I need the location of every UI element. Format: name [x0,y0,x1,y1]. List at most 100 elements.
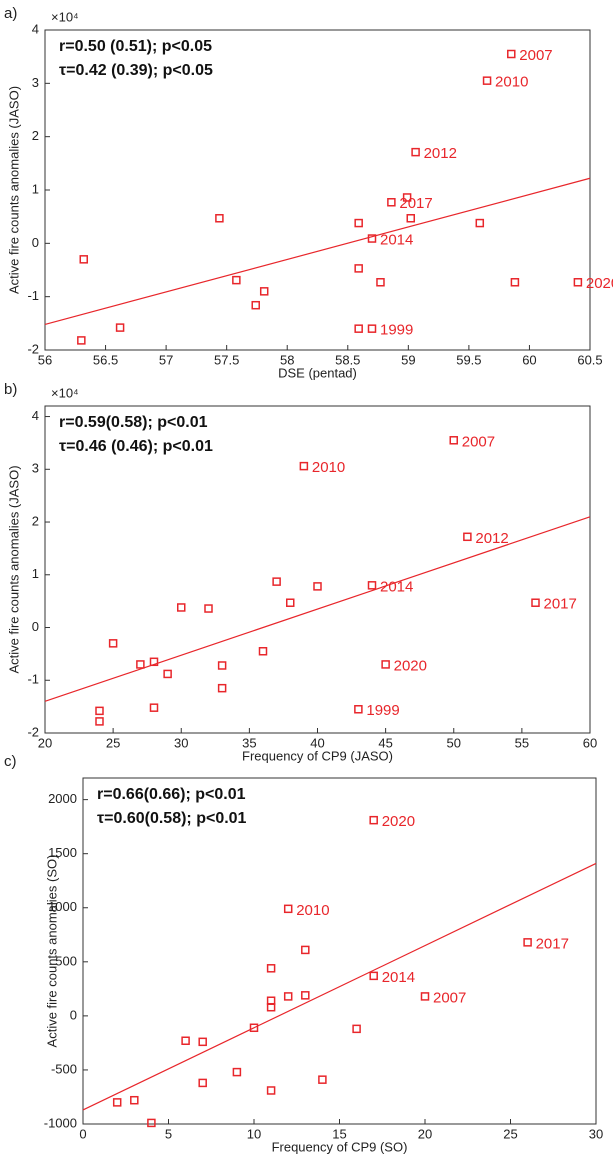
y-tick-label: -2 [27,341,39,356]
data-point [387,198,396,207]
data-point [77,336,86,345]
stat-text: τ=0.42 (0.39); p<0.05 [59,62,213,79]
x-tick-label: 59.5 [456,352,481,367]
data-point [259,287,269,296]
data-point [95,706,104,716]
x-tick-label: 45 [378,735,392,750]
x-tick-label: 60.5 [577,352,602,367]
y-tick-label: 2 [32,513,39,528]
fit-line [44,177,591,325]
x-axis-label: Frequency of CP9 (JASO) [242,748,393,763]
y-tick-label: 3 [32,75,39,90]
data-point [376,278,385,287]
data-point [381,660,390,669]
x-tick-label: 60 [522,352,536,367]
x-axis-label: Frequency of CP9 (SO) [272,1139,408,1154]
data-point [449,436,458,445]
data-point [217,683,227,693]
data-point [147,1118,156,1128]
y-tick-label: 0 [32,235,39,250]
x-tick-label: 56 [38,352,52,367]
point-label: 2010 [312,459,345,476]
data-point [266,1086,276,1095]
y-tick-label: -2 [27,724,39,739]
axis-multiplier: ×10⁴ [51,9,79,24]
data-point [313,582,322,591]
y-tick-label: 1 [32,566,39,581]
data-point [217,661,227,670]
y-tick-label: 4 [32,408,39,423]
data-point [163,669,172,679]
data-point [130,1095,139,1105]
data-point [411,147,420,157]
point-label: 2017 [544,596,577,613]
x-tick-label: 57.5 [214,352,239,367]
point-label: 1999 [366,702,399,719]
x-tick-label: 40 [310,735,324,750]
data-point [369,815,378,825]
data-point [251,300,260,310]
x-tick-label: 15 [332,1126,346,1141]
data-point [406,214,416,223]
y-tick-label: 1 [32,181,39,196]
data-point [301,991,310,1000]
data-point [354,705,363,714]
y-axis-label: Active fire counts anomalies (SO) [44,855,59,1048]
x-tick-label: 5 [165,1126,172,1141]
data-point [258,647,268,656]
data-point [272,577,281,586]
y-tick-label: 2000 [48,791,77,806]
point-label: 2010 [296,902,329,919]
stat-text: r=0.50 (0.51); p<0.05 [59,38,212,55]
point-label: 2012 [424,145,457,162]
y-tick-label: -1 [27,672,39,687]
data-point [232,1067,242,1077]
y-tick-label: 1500 [48,845,77,860]
data-point [367,234,377,243]
stat-text: r=0.59(0.58); p<0.01 [59,414,208,431]
data-point [149,657,159,667]
data-point [354,218,363,228]
axis-multiplier: ×10⁴ [51,385,79,400]
data-point [198,1078,207,1088]
data-point [475,218,485,228]
data-point [286,598,295,607]
y-tick-label: 1000 [48,899,77,914]
y-tick-label: 3 [32,461,39,476]
point-label: 1999 [380,322,413,339]
point-label: 2014 [380,232,413,249]
y-tick-label: 4 [32,21,39,36]
x-tick-label: 55 [515,735,529,750]
x-tick-label: 0 [79,1126,86,1141]
data-point [232,275,241,285]
data-point [463,532,472,542]
y-axis-label: Active fire counts anomalies (JASO) [6,465,21,673]
y-axis-label: Active fire counts anomalies (JASO) [6,86,21,294]
point-label: 2007 [433,989,466,1006]
panel-label: a) [4,5,17,22]
point-label: 2020 [586,275,613,292]
data-point [136,660,145,669]
data-point [482,76,492,85]
x-tick-label: 50 [447,735,461,750]
x-tick-label: 57 [159,352,173,367]
data-point [79,255,89,264]
x-tick-label: 25 [106,735,120,750]
x-tick-label: 30 [174,735,188,750]
point-label: 2017 [536,935,569,952]
data-point [283,904,293,914]
data-point [149,703,159,712]
x-tick-label: 58.5 [335,352,360,367]
y-tick-label: 0 [32,619,39,634]
stat-text: r=0.66(0.66); p<0.01 [97,786,246,803]
data-point [352,1024,361,1034]
data-point [523,938,532,947]
data-point [301,945,310,955]
data-point [266,964,276,973]
x-tick-label: 59 [401,352,415,367]
data-point [181,1036,190,1045]
x-axis-label: DSE (pentad) [278,365,357,380]
data-point [510,278,520,287]
stat-text: τ=0.60(0.58); p<0.01 [97,810,247,827]
